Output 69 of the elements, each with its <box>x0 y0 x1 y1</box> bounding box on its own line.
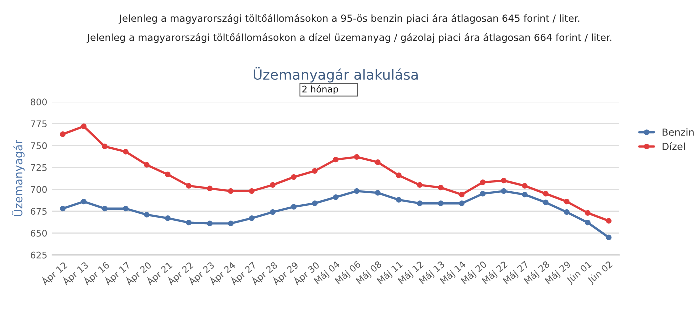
point <box>81 199 87 205</box>
point <box>102 144 108 150</box>
point <box>207 220 213 226</box>
legend-label: Dízel <box>662 142 686 150</box>
point <box>186 220 192 226</box>
text: Jelenleg a magyarországi töltőállomásokon a 95-ös benzin piaci ára átlagosan 645 forint / liter. <box>118 14 580 24</box>
point <box>249 188 255 194</box>
point <box>228 220 234 226</box>
point <box>522 192 528 198</box>
point <box>165 172 171 178</box>
point <box>144 212 150 218</box>
point <box>354 188 360 194</box>
point <box>396 197 402 203</box>
point <box>459 192 465 198</box>
point <box>270 182 276 188</box>
point <box>585 220 591 226</box>
point <box>564 210 570 216</box>
point <box>417 200 423 206</box>
point <box>81 124 87 130</box>
point <box>564 199 570 205</box>
y-tick-label: 775 <box>31 120 47 128</box>
point <box>375 190 381 196</box>
point <box>501 178 507 184</box>
point <box>123 206 129 212</box>
point <box>501 188 507 194</box>
point <box>480 180 486 186</box>
y-tick-label: 750 <box>31 142 48 150</box>
y-axis-title: Üzemanyagár <box>12 140 25 216</box>
point <box>543 200 549 206</box>
point <box>333 194 339 200</box>
point <box>606 218 612 224</box>
point <box>270 210 276 216</box>
point <box>417 182 423 188</box>
text: Jelenleg a magyarországi töltőállomásokon a dízel üzemanyag / gázolaj piaci ára átlagosan 664 forint / liter. <box>86 33 612 44</box>
point <box>396 172 402 178</box>
point <box>207 186 213 192</box>
y-tick-label: 725 <box>31 164 47 172</box>
point <box>60 132 66 138</box>
point <box>123 149 129 155</box>
point <box>312 168 318 174</box>
point <box>543 191 549 197</box>
point <box>333 157 339 163</box>
y-tick-label: 700 <box>31 186 48 194</box>
point <box>480 191 486 197</box>
point <box>312 200 318 206</box>
point <box>585 210 591 216</box>
text: 2 hónap <box>302 85 338 95</box>
point <box>375 160 381 166</box>
y-tick-label: 675 <box>31 208 47 216</box>
legend-label: Benzin <box>662 128 694 136</box>
point <box>165 216 171 222</box>
point <box>459 200 465 206</box>
point <box>144 162 150 168</box>
point <box>228 188 234 194</box>
point <box>522 183 528 189</box>
point <box>291 174 297 180</box>
y-tick-label: 650 <box>31 230 48 237</box>
point <box>102 206 108 212</box>
point <box>438 200 444 206</box>
point <box>249 216 255 222</box>
y-tick-label: 800 <box>31 98 48 106</box>
point <box>438 185 444 191</box>
point <box>606 234 612 240</box>
point <box>354 154 360 160</box>
point <box>291 204 297 210</box>
point <box>60 206 66 212</box>
point <box>186 183 192 189</box>
chart-title: Üzemanyagár alakulása <box>254 67 418 83</box>
y-tick-label: 625 <box>31 252 47 259</box>
